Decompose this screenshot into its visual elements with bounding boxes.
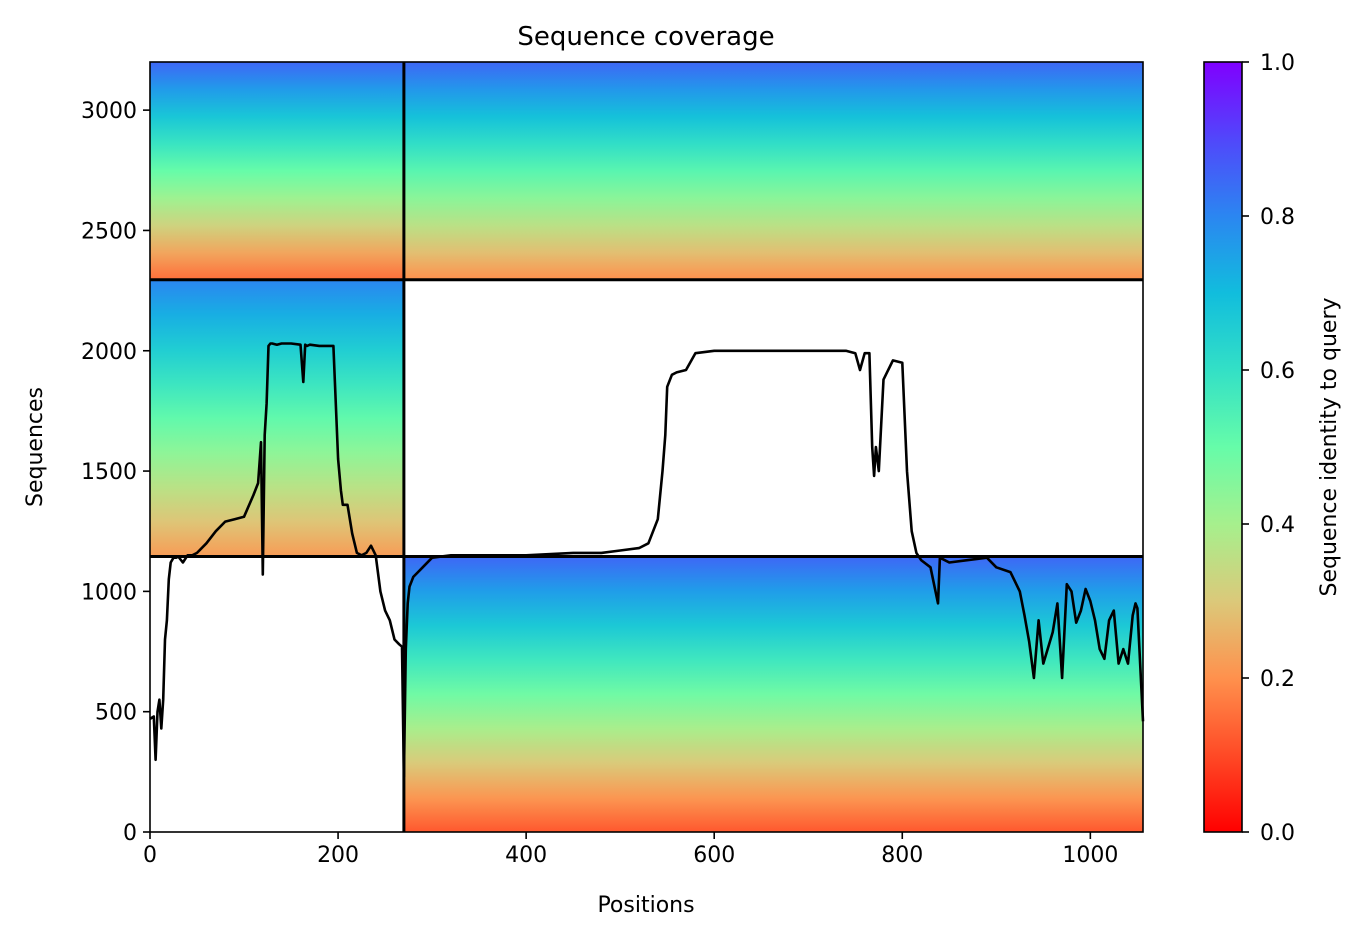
y-tick-label: 3000 [81,99,137,124]
plot-frame [149,61,1144,833]
x-tick-label: 800 [881,843,923,868]
colorbar-tick-label: 0.6 [1260,359,1295,384]
x-tick-label: 0 [143,843,157,868]
coverage-line [149,342,1145,779]
axes: 0 200 400 600 800 1000 0 500 1000 1500 2000 2500 300… [81,61,1144,868]
colorbar-tick-label: 0.2 [1260,667,1295,692]
colorbar-gradient [1203,61,1243,833]
y-tick-label: 2000 [81,340,137,365]
x-tick-label: 1000 [1062,843,1118,868]
y-axis-label: Sequences [23,387,48,507]
chart-title: Sequence coverage [517,22,774,52]
coverage-block [150,279,404,557]
x-tick-label: 200 [317,843,359,868]
coverage-block [403,62,1143,280]
coverage-block [150,62,404,280]
colorbar-tick-label: 0.8 [1260,205,1295,230]
colorbar-label: Sequence identity to query [1317,297,1342,596]
x-tick-label: 600 [693,843,735,868]
colorbar: 0.0 0.2 0.4 0.6 0.8 1.0 [1203,51,1295,846]
colorbar-tick-label: 0.0 [1260,821,1295,846]
plot-area [149,62,1145,832]
y-tick-label: 2500 [81,219,137,244]
y-tick-label: 1000 [81,580,137,605]
y-tick-label: 0 [123,821,137,846]
colorbar-tick-label: 1.0 [1260,51,1295,76]
x-tick-label: 400 [505,843,547,868]
y-tick-label: 500 [95,701,137,726]
colorbar-tick-label: 0.4 [1260,513,1295,538]
coverage-block [403,556,1143,832]
x-axis-label: Positions [597,893,694,918]
y-tick-label: 1500 [81,460,137,485]
